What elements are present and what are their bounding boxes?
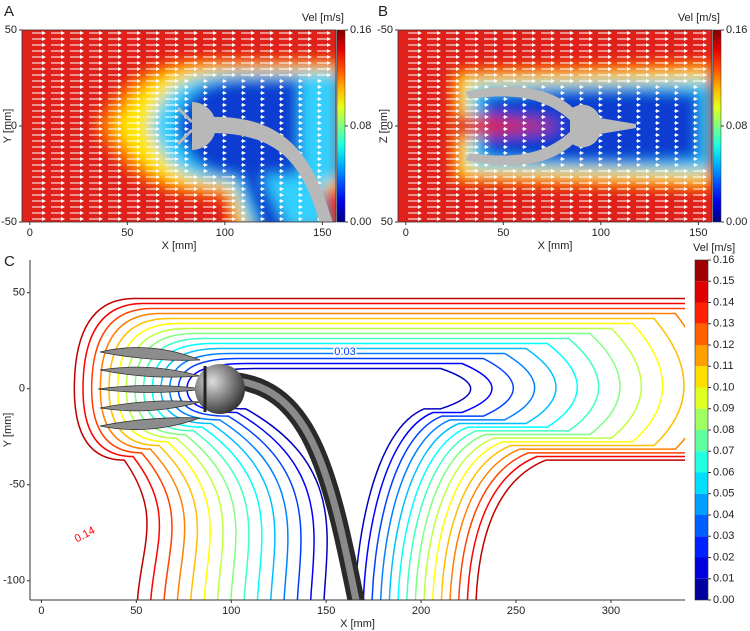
colorbar-tick-label: 0.00: [350, 216, 371, 228]
contour-label: 0.03: [334, 346, 355, 358]
y-tick-label: 0: [387, 120, 393, 132]
y-tick-label: 50: [381, 216, 393, 228]
panel-label: C: [4, 253, 15, 270]
contour-field: [73, 297, 685, 600]
contour-line: [99, 312, 685, 600]
colorbar-tick-label: 0.12: [713, 339, 734, 351]
colorbar-tick-label: 0.16: [350, 24, 371, 36]
organism: [465, 86, 636, 166]
x-axis-label: X [mm]: [162, 240, 197, 252]
colorbar-band: [695, 451, 708, 473]
colorbar-tick-label: 0.00: [726, 216, 747, 228]
colorbar-band: [695, 430, 708, 452]
colorbar-tick-label: 0.08: [713, 424, 734, 436]
x-tick-label: 0: [27, 227, 33, 239]
colorbar-band: [695, 302, 708, 324]
colorbar-tick-label: 0.00: [713, 594, 734, 606]
colorbar-tick-label: 0.08: [726, 120, 747, 132]
colorbar-band: [695, 260, 708, 282]
colorbar-title: Vel [m/s]: [693, 242, 735, 254]
colorbar-tick-label: 0.16: [726, 24, 747, 36]
x-tick-label: 50: [497, 227, 509, 239]
colorbar-band: [695, 281, 708, 303]
colorbar-band: [695, 536, 708, 558]
x-tick-label: 50: [130, 605, 142, 617]
colorbar-band: [695, 408, 708, 430]
x-tick-label: 50: [121, 227, 133, 239]
y-tick-label: -50: [1, 216, 17, 228]
colorbar-band: [695, 387, 708, 409]
colorbar-band: [695, 345, 708, 367]
colorbar-tick-label: 0.04: [713, 509, 734, 521]
x-tick-label: 250: [507, 605, 525, 617]
colorbar-tick-label: 0.11: [713, 360, 734, 372]
organism: [176, 102, 333, 222]
x-axis-label: X [mm]: [538, 240, 573, 252]
x-tick-label: 300: [602, 605, 620, 617]
colorbar-band: [695, 515, 708, 537]
colorbar: [336, 29, 346, 223]
y-tick-label: -50: [377, 24, 393, 36]
contour-line: [90, 307, 685, 600]
contour-line: [108, 317, 685, 600]
colorbar: [712, 29, 722, 223]
x-tick-label: 100: [216, 227, 234, 239]
colorbar-title: Vel [m/s]: [302, 12, 344, 24]
y-axis-label: Z [mm]: [378, 109, 390, 143]
colorbar-frame: [694, 259, 709, 601]
colorbar-tick-label: 0.06: [713, 466, 734, 478]
y-tick-label: -100: [3, 575, 25, 587]
contour-label: 0.14: [73, 525, 98, 546]
colorbar-tick-label: 0.09: [713, 403, 734, 415]
colorbar-tick-label: 0.10: [713, 381, 734, 393]
colorbar-tick-label: 0.03: [713, 530, 734, 542]
velocity-field: [22, 30, 336, 222]
y-tick-label: 50: [13, 287, 25, 299]
x-tick-label: 150: [689, 227, 707, 239]
velocity-field: [398, 30, 712, 222]
x-tick-label: 150: [313, 227, 331, 239]
panel-label: B: [378, 3, 388, 20]
colorbar-tick-label: 0.15: [713, 275, 734, 287]
colorbar-title: Vel [m/s]: [678, 12, 720, 24]
colorbar-band: [695, 323, 708, 345]
y-tick-label: 50: [5, 24, 17, 36]
colorbar-tick-label: 0.16: [713, 254, 734, 266]
colorbar-tick-label: 0.14: [713, 296, 734, 308]
y-tick-label: 0: [19, 383, 25, 395]
colorbar-tick-label: 0.02: [713, 551, 734, 563]
colorbar-tick-label: 0.08: [350, 120, 371, 132]
y-tick-label: -50: [9, 479, 25, 491]
colorbar-tick-label: 0.07: [713, 445, 734, 457]
x-axis-label: X [mm]: [340, 618, 375, 630]
panel-label: A: [4, 3, 14, 20]
organism: [97, 347, 365, 600]
colorbar-tick-label: 0.01: [713, 573, 734, 585]
x-tick-label: 150: [317, 605, 335, 617]
colorbar-tick-label: 0.05: [713, 488, 734, 500]
colorbar-tick-label: 0.13: [713, 318, 734, 330]
colorbar-band: [695, 472, 708, 494]
x-tick-label: 0: [403, 227, 409, 239]
colorbar-band: [695, 557, 708, 579]
x-tick-label: 100: [222, 605, 240, 617]
x-tick-label: 100: [592, 227, 610, 239]
contour-line: [82, 302, 685, 600]
contour-line: [73, 297, 685, 600]
colorbar-band: [695, 578, 708, 600]
colorbar-band: [695, 366, 708, 388]
y-axis-label: Y [mm]: [2, 109, 14, 144]
colorbar-band: [695, 493, 708, 515]
y-axis-label: Y [mm]: [2, 413, 14, 448]
x-tick-label: 200: [412, 605, 430, 617]
x-tick-label: 0: [38, 605, 44, 617]
y-tick-label: 0: [11, 120, 17, 132]
